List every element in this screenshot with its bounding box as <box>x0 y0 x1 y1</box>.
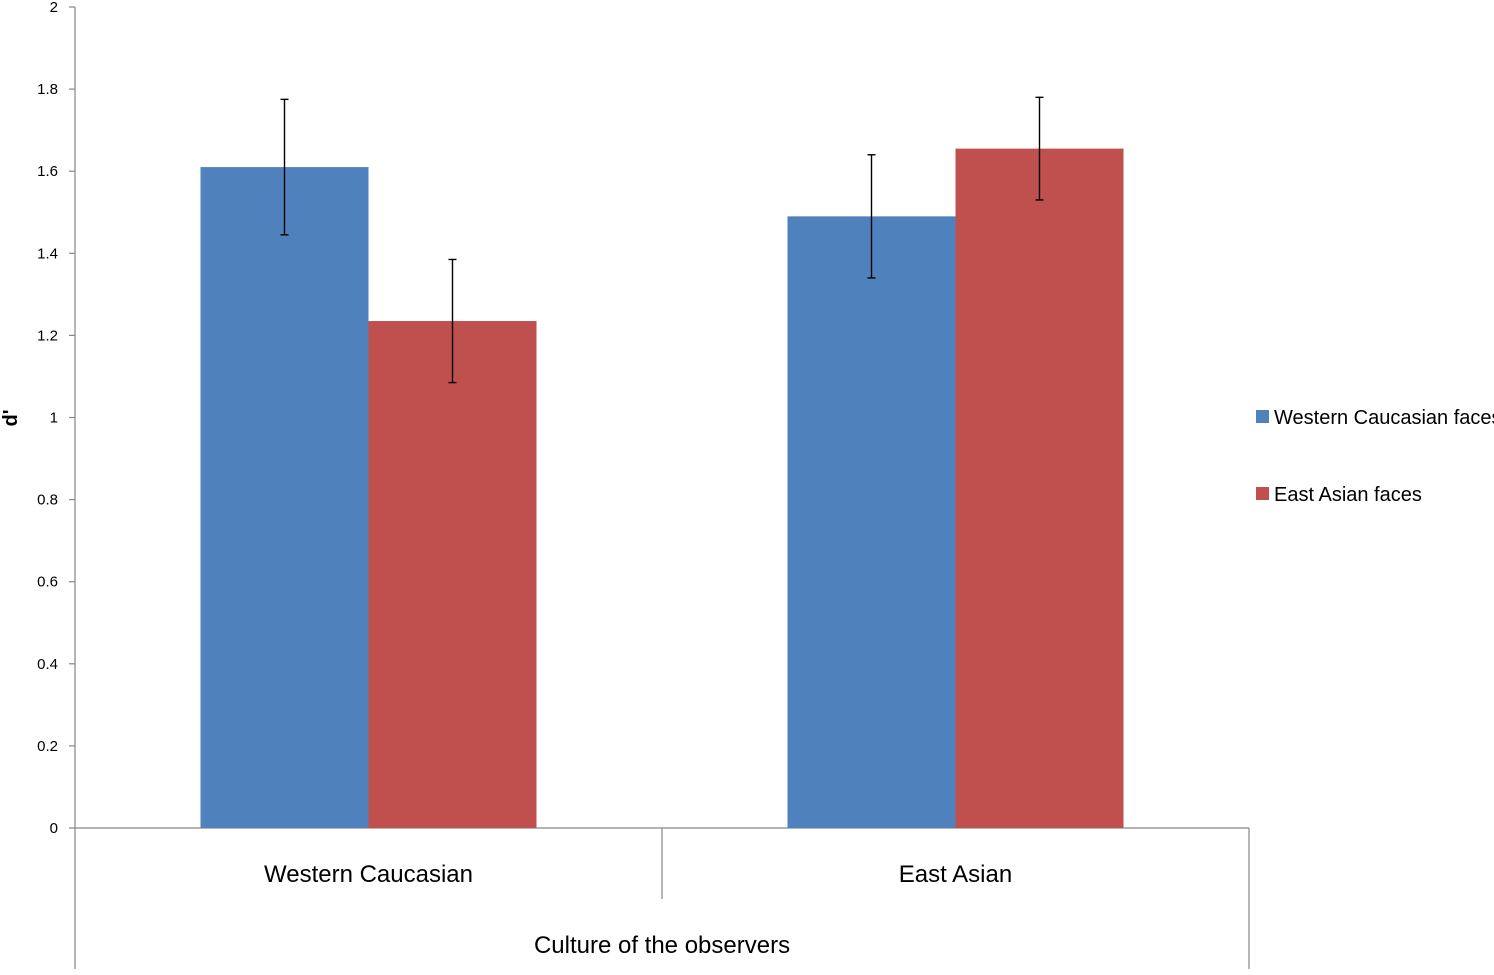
category-labels: Western Caucasian East Asian <box>264 861 1012 888</box>
bars <box>200 148 1124 829</box>
y-tick-label: 1 <box>50 410 58 427</box>
bar-east-asian-faces-east-asian <box>955 148 1124 828</box>
y-tick-label: 0 <box>50 820 58 837</box>
x-axis-title: Culture of the observers <box>534 932 790 959</box>
legend-swatch <box>1256 487 1269 500</box>
y-tick-label: 1.8 <box>37 81 58 98</box>
y-tick-label: 1.2 <box>37 327 58 344</box>
bar-western-caucasian-faces-east-asian <box>787 216 956 829</box>
y-ticks: 0 0.2 0.4 0.6 0.8 1 1.2 1.4 1.6 1.8 2 <box>37 0 75 837</box>
y-tick-label: 1.4 <box>37 245 58 262</box>
y-tick-label: 0.8 <box>37 492 58 509</box>
category-label: East Asian <box>899 861 1012 888</box>
y-tick-label: 1.6 <box>37 163 58 180</box>
bar-east-asian-faces-western-caucasian <box>368 321 537 828</box>
legend-swatch <box>1256 410 1269 423</box>
bar-western-caucasian-faces-western-caucasian <box>200 167 369 829</box>
y-tick-label: 0.6 <box>37 574 58 591</box>
legend-label: East Asian faces <box>1274 484 1422 506</box>
legend-label: Western Caucasian faces <box>1274 407 1494 429</box>
y-tick-label: 2 <box>50 0 58 16</box>
error-bars <box>280 96 1044 384</box>
y-axis-title: d' <box>0 410 22 427</box>
y-tick-label: 0.2 <box>37 738 58 755</box>
legend: Western Caucasian faces East Asian faces <box>1256 407 1494 506</box>
category-label: Western Caucasian <box>264 861 473 888</box>
y-tick-label: 0.4 <box>37 656 58 673</box>
